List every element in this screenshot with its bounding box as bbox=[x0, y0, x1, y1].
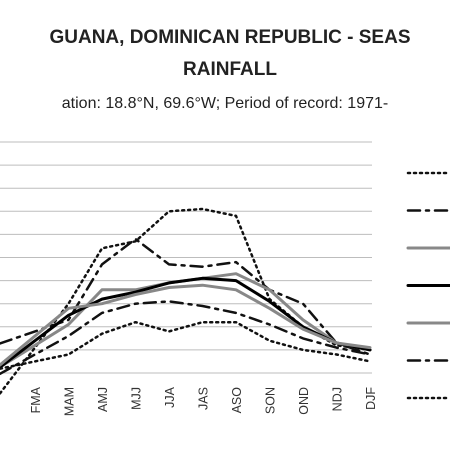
series-line-1 bbox=[0, 207, 372, 395]
series-layer bbox=[0, 207, 372, 395]
chart-title-line1: GUANA, DOMINICAN REPUBLIC - SEAS bbox=[49, 27, 410, 48]
x-tick-label: JAS bbox=[197, 387, 211, 410]
x-tick-label: AMJ bbox=[96, 387, 110, 412]
x-tick-label: OND bbox=[297, 387, 311, 415]
x-axis-ticks: FMA MAM AMJ MJJ JJA JAS ASO SON OND NDJ DJF bbox=[29, 386, 378, 416]
chart-subtitle: ation: 18.8°N, 69.6°W; Period of record:… bbox=[62, 95, 388, 112]
x-tick-label: MAM bbox=[63, 387, 77, 416]
series-line-2 bbox=[0, 237, 372, 356]
x-tick-label: JJA bbox=[163, 386, 177, 408]
chart-title-line2: RAINFALL bbox=[183, 59, 277, 80]
x-tick-label: DJF bbox=[364, 387, 378, 410]
series-line-4 bbox=[0, 276, 372, 369]
x-tick-label: FMA bbox=[29, 386, 43, 413]
x-tick-label: NDJ bbox=[331, 387, 345, 411]
gridlines bbox=[0, 141, 372, 374]
series-line-7 bbox=[0, 320, 372, 370]
legend bbox=[406, 171, 450, 400]
x-tick-label: SON bbox=[264, 387, 278, 414]
x-tick-label: ASO bbox=[230, 387, 244, 414]
series-line-5 bbox=[0, 283, 372, 367]
x-tick-label: MJJ bbox=[130, 387, 144, 410]
series-line-6 bbox=[0, 300, 372, 376]
